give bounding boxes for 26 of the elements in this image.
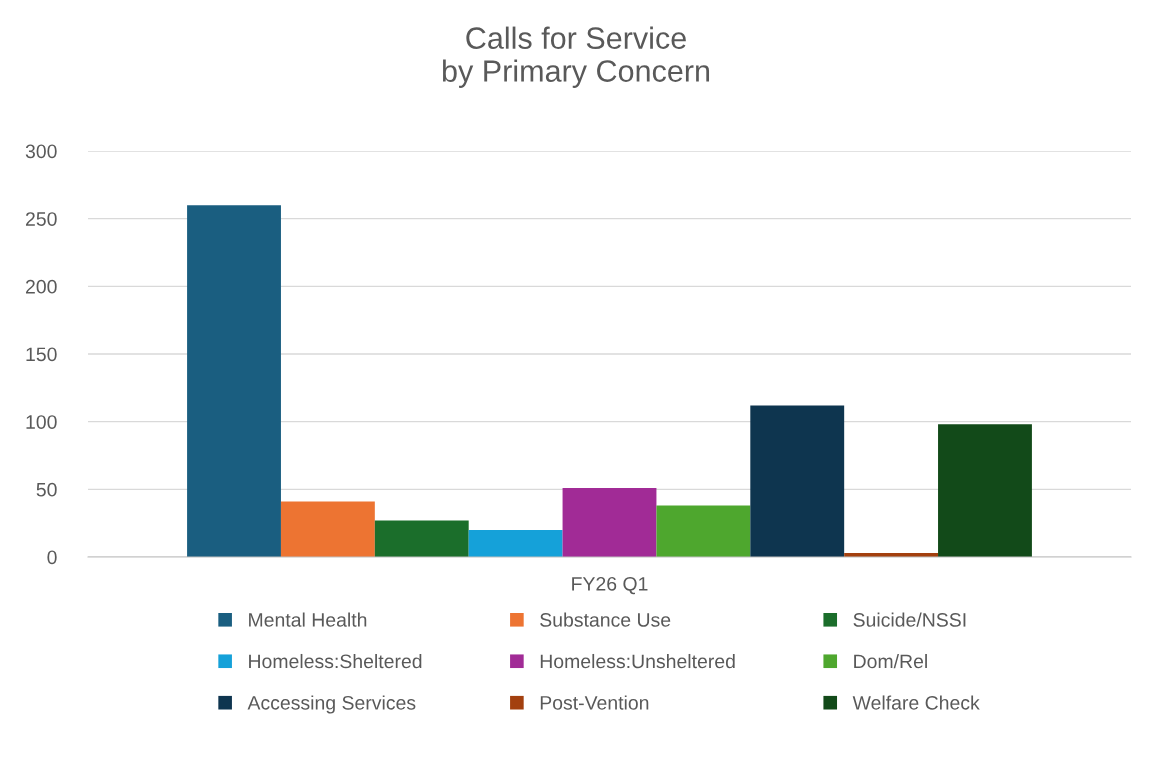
x-tick-label: FY26 Q1 [572, 576, 648, 595]
bar [374, 520, 469, 557]
legend-label: Suicide/NSSI [853, 612, 966, 627]
y-tick-label: 0 [47, 550, 57, 565]
bar [750, 405, 845, 557]
legend-label: Substance Use [540, 612, 671, 627]
legend-label: Homeless:Sheltered [249, 653, 422, 669]
y-tick-label: 50 [36, 482, 57, 497]
bar [656, 505, 751, 557]
legend-label: Homeless:Unsheltered [540, 653, 735, 669]
bar [280, 501, 375, 557]
y-tick-label: 100 [26, 415, 57, 429]
bar [938, 424, 1032, 557]
y-tick-label: 200 [25, 279, 57, 294]
bar [187, 205, 281, 557]
legend-label: Post-Vention [540, 695, 649, 710]
legend-label: Mental Health [249, 612, 367, 627]
bar [468, 529, 563, 557]
legend-label: Accessing Services [247, 695, 416, 714]
y-tick-label: 250 [25, 212, 57, 226]
y-tick-label: 150 [26, 347, 57, 362]
bar [562, 487, 657, 557]
legend-label: Dom/Rel [854, 653, 927, 669]
y-tick-label: 300 [25, 144, 57, 159]
legend-label: Welfare Check [852, 695, 980, 710]
chart-title: Calls for Service by Primary Concern [442, 26, 710, 88]
